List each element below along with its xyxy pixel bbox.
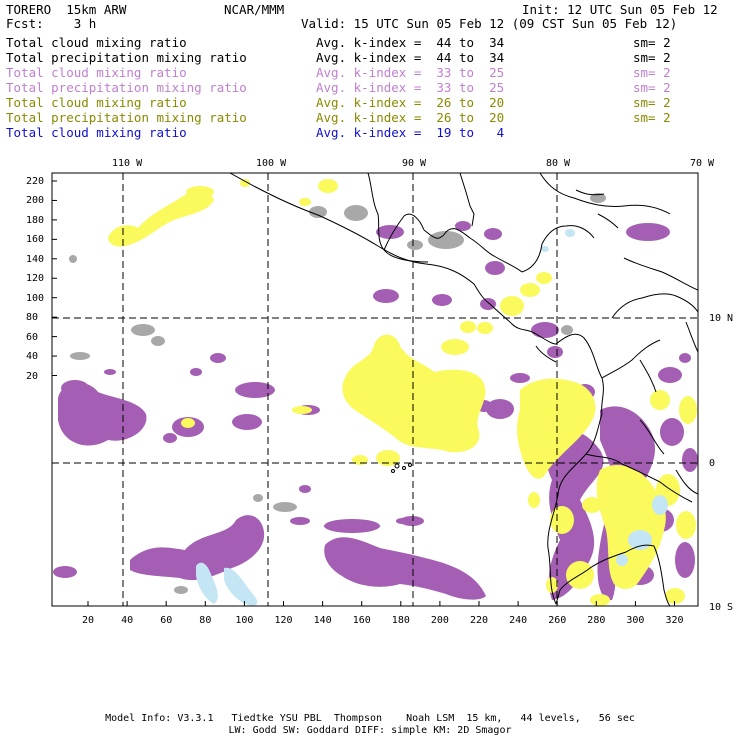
lon-label: 80 W xyxy=(546,158,571,169)
y-tick-label: 220 xyxy=(26,176,45,187)
lon-label: 100 W xyxy=(256,158,287,169)
legend-field: Total cloud mixing ratio xyxy=(6,125,187,140)
y-tick-label: 160 xyxy=(26,234,45,246)
map-frame xyxy=(51,172,699,607)
legend-field: Total cloud mixing ratio xyxy=(6,65,187,80)
legend-index: Avg. k-index = 33 to 25 xyxy=(316,80,505,95)
legend-field: Total cloud mixing ratio xyxy=(6,35,187,50)
legend-index: Avg. k-index = 44 to 34 xyxy=(316,50,505,65)
legend-index: Avg. k-index = 44 to 34 xyxy=(316,35,505,50)
x-tick-label: 120 xyxy=(274,615,293,626)
cloud-purple-patches xyxy=(53,221,698,601)
lat-label: 0 xyxy=(709,458,716,469)
legend-index: Avg. k-index = 33 to 25 xyxy=(316,65,505,80)
y-tick-label: 60 xyxy=(26,331,39,343)
x-tick-label: 220 xyxy=(470,615,489,626)
legend-sm: sm= 2 xyxy=(633,35,671,50)
y-tick-label: 80 xyxy=(26,312,39,324)
x-tick-label: 80 xyxy=(199,615,212,626)
x-tick-label: 320 xyxy=(665,615,684,626)
center-label: NCAR/MMM xyxy=(224,2,285,17)
legend-sm: sm= 2 xyxy=(633,95,671,110)
latlon-grid xyxy=(52,173,698,606)
y-tick-label: 200 xyxy=(26,195,45,207)
x-tick-label: 200 xyxy=(430,615,449,626)
forecast-hour: Fcst: 3 h xyxy=(6,16,97,31)
physics-info: LW: Godd SW: Goddard DIFF: simple KM: 2D… xyxy=(228,725,512,736)
lat-label: 10 S xyxy=(709,602,734,613)
x-tick-label: 100 xyxy=(235,615,254,626)
galapagos-islands xyxy=(391,463,412,473)
x-tick-label: 240 xyxy=(509,615,528,626)
x-tick-label: 140 xyxy=(313,615,332,626)
y-tick-label: 140 xyxy=(26,253,45,265)
model-info: Model Info: V3.3.1 Tiedtke YSU PBL Thomp… xyxy=(105,713,635,724)
x-tick-marks xyxy=(87,601,675,606)
x-tick-label: 180 xyxy=(391,615,410,626)
x-tick-label: 60 xyxy=(160,615,173,626)
lon-label: 70 W xyxy=(690,158,715,169)
coastlines xyxy=(229,173,698,606)
y-tick-label: 120 xyxy=(26,273,45,285)
legend-index: Avg. k-index = 26 to 20 xyxy=(316,95,505,110)
y-tick-marks xyxy=(52,180,57,376)
legend-field: Total precipitation mixing ratio xyxy=(6,50,247,65)
x-tick-label: 40 xyxy=(121,615,134,626)
x-tick-label: 260 xyxy=(548,615,567,626)
x-tick-label: 160 xyxy=(352,615,371,626)
legend-field: Total precipitation mixing ratio xyxy=(6,110,247,125)
legend-sm: sm= 2 xyxy=(633,65,671,80)
valid-time: Valid: 15 UTC Sun 05 Feb 12 (09 CST Sun … xyxy=(301,16,678,31)
x-tick-label: 280 xyxy=(587,615,606,626)
x-tick-label: 300 xyxy=(626,615,645,626)
y-tick-label: 180 xyxy=(26,214,45,226)
legend-index: Avg. k-index = 19 to 4 xyxy=(316,125,505,140)
cloud-lightblue-patches xyxy=(196,229,668,606)
lon-label: 90 W xyxy=(402,158,427,169)
init-time: Init: 12 UTC Sun 05 Feb 12 xyxy=(522,2,718,17)
legend-sm: sm= 2 xyxy=(633,110,671,125)
lon-label: 110 W xyxy=(112,158,143,169)
x-tick-label: 20 xyxy=(82,615,95,626)
y-tick-label: 100 xyxy=(26,292,45,304)
legend-sm: sm= 2 xyxy=(633,80,671,95)
legend-sm: sm= 2 xyxy=(633,50,671,65)
legend-index: Avg. k-index = 26 to 20 xyxy=(316,110,505,125)
cloud-yellow-patches xyxy=(108,179,697,606)
lat-label: 10 N xyxy=(709,313,734,324)
model-title: TORERO 15km ARW xyxy=(6,2,127,17)
legend-field: Total cloud mixing ratio xyxy=(6,95,187,110)
legend-field: Total precipitation mixing ratio xyxy=(6,80,247,95)
y-tick-label: 20 xyxy=(26,370,39,382)
y-tick-label: 40 xyxy=(26,351,39,363)
